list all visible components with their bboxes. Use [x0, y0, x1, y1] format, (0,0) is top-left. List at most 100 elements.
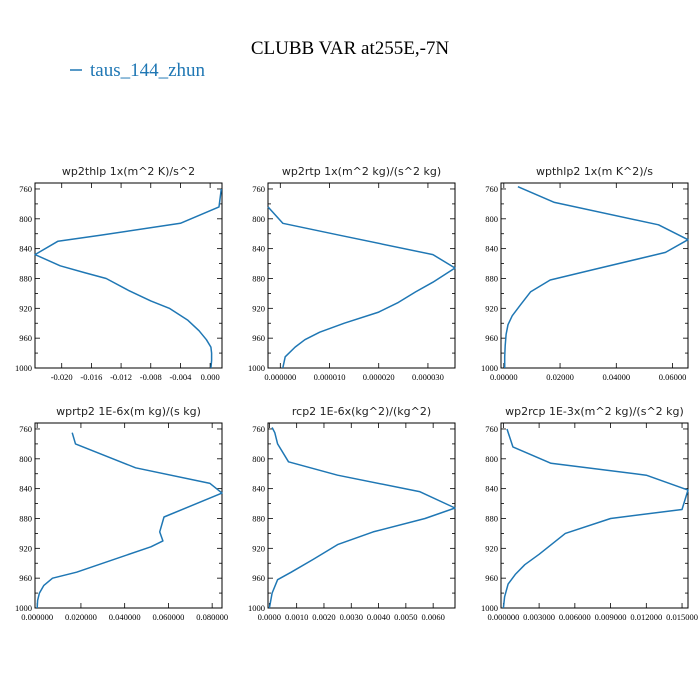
- y-tick-label: 960: [252, 333, 265, 343]
- y-tick-label: 960: [485, 573, 498, 583]
- x-tick-label: -0.012: [110, 372, 132, 382]
- y-tick-label: 800: [252, 214, 265, 224]
- figure-title: CLUBB VAR at255E,-7N: [251, 38, 450, 59]
- y-tick-label: 920: [485, 303, 498, 313]
- subplot-3: wpthlp2 1x(m K^2)/s 760 800 840 880 920 960 100…: [481, 165, 689, 382]
- y-tick-label: 920: [485, 543, 498, 553]
- x-tick-label: 0.020000: [65, 612, 97, 622]
- x-tick-label: 0.0060: [421, 612, 444, 622]
- y-tick-label: 840: [19, 484, 32, 494]
- x-tick-label: 0.04000: [602, 372, 630, 382]
- subplot-6: wp2rcp 1E-3x(m^2 kg)/(s^2 kg) 760 800 840 88…: [481, 405, 698, 622]
- x-tick-label: 0.0030: [340, 612, 363, 622]
- y-tick-label: 880: [485, 513, 498, 523]
- x-tick-label: 0.000: [201, 372, 220, 382]
- x-tick-label: 0.02000: [546, 372, 574, 382]
- y-tick-label: 920: [252, 543, 265, 553]
- x-tick-label: 0.0040: [367, 612, 390, 622]
- legend: taus_144_zhun: [70, 60, 206, 81]
- plot-frame: [34, 422, 223, 609]
- y-tick-label: 960: [252, 573, 265, 583]
- y-tick-label: 960: [485, 333, 498, 343]
- plot-frame: [267, 182, 456, 369]
- series-line: [36, 432, 223, 609]
- y-tick-label: 800: [19, 454, 32, 464]
- x-tick-label: -0.008: [140, 372, 162, 382]
- series-line: [503, 186, 689, 368]
- y-tick-label: 1000: [481, 363, 498, 373]
- series-line: [502, 428, 689, 609]
- y-tick-label: 1000: [248, 603, 265, 613]
- y-tick-label: 960: [19, 573, 32, 583]
- legend-label: taus_144_zhun: [90, 60, 206, 81]
- x-tick-label: 0.080000: [196, 612, 228, 622]
- x-tick-label: 0.009000: [595, 612, 627, 622]
- subplot-2: wp2rtp 1x(m^2 kg)/(s^2 kg) 760 800 840 880 92…: [248, 165, 456, 382]
- subplot-title: wpthlp2 1x(m K^2)/s: [536, 165, 653, 178]
- x-tick-label: -0.004: [169, 372, 192, 382]
- plot-frame: [500, 182, 689, 369]
- y-tick-label: 1000: [481, 603, 498, 613]
- x-tick-label: 0.000000: [264, 372, 296, 382]
- y-tick-label: 760: [252, 424, 265, 434]
- y-tick-label: 800: [252, 454, 265, 464]
- y-tick-label: 920: [19, 543, 32, 553]
- subplot-1: wp2thlp 1x(m^2 K)/s^2 760 800 840 880 920 960 1…: [15, 165, 223, 382]
- series-line: [267, 206, 456, 369]
- x-tick-label: 0.060000: [152, 612, 184, 622]
- x-tick-label: 0.000010: [314, 372, 346, 382]
- y-tick-label: 1000: [248, 363, 265, 373]
- y-tick-label: 840: [252, 244, 265, 254]
- y-tick-label: 880: [19, 513, 32, 523]
- y-tick-label: 760: [485, 424, 498, 434]
- y-tick-label: 760: [19, 184, 32, 194]
- y-tick-label: 760: [252, 184, 265, 194]
- subplot-4: wprtp2 1E-6x(m kg)/(s kg) 760 800 840 880 920…: [15, 405, 228, 622]
- x-tick-label: 0.015000: [666, 612, 698, 622]
- x-tick-label: 0.00000: [490, 372, 518, 382]
- x-tick-label: 0.006000: [559, 612, 591, 622]
- y-tick-label: 800: [485, 214, 498, 224]
- y-tick-label: 920: [252, 303, 265, 313]
- subplot-grid: wp2thlp 1x(m^2 K)/s^2 760 800 840 880 920 960 1…: [15, 165, 698, 622]
- x-tick-label: 0.000000: [21, 612, 53, 622]
- plot-frame: [267, 422, 456, 609]
- x-tick-label: 0.0000: [258, 612, 281, 622]
- y-tick-label: 880: [252, 273, 265, 283]
- plot-frame: [34, 182, 223, 369]
- y-tick-label: 880: [485, 273, 498, 283]
- x-tick-label: 0.06000: [659, 372, 687, 382]
- y-tick-label: 1000: [15, 603, 32, 613]
- x-tick-label: -0.016: [80, 372, 102, 382]
- y-tick-label: 840: [485, 484, 498, 494]
- y-tick-label: 920: [19, 303, 32, 313]
- series-line: [34, 188, 223, 369]
- subplot-title: wp2thlp 1x(m^2 K)/s^2: [62, 165, 195, 178]
- y-tick-label: 960: [19, 333, 32, 343]
- y-tick-label: 880: [19, 273, 32, 283]
- x-tick-label: 0.0010: [285, 612, 308, 622]
- y-tick-label: 800: [485, 454, 498, 464]
- plot-frame: [500, 422, 689, 609]
- subplot-title: wp2rcp 1E-3x(m^2 kg)/(s^2 kg): [505, 405, 684, 418]
- x-tick-label: 0.000030: [412, 372, 444, 382]
- subplot-title: rcp2 1E-6x(kg^2)/(kg^2): [292, 405, 431, 418]
- x-tick-label: 0.000020: [363, 372, 395, 382]
- y-tick-label: 760: [485, 184, 498, 194]
- subplot-5: rcp2 1E-6x(kg^2)/(kg^2) 760 800 840 880 920 96…: [248, 405, 456, 622]
- subplot-title: wprtp2 1E-6x(m kg)/(s kg): [56, 405, 201, 418]
- x-tick-label: 0.000000: [487, 612, 519, 622]
- x-tick-label: 0.0020: [312, 612, 335, 622]
- x-tick-label: -0.020: [51, 372, 73, 382]
- y-tick-label: 800: [19, 214, 32, 224]
- x-tick-label: 0.012000: [630, 612, 662, 622]
- y-tick-label: 880: [252, 513, 265, 523]
- series-line: [268, 427, 456, 609]
- y-tick-label: 840: [19, 244, 32, 254]
- subplot-title: wp2rtp 1x(m^2 kg)/(s^2 kg): [282, 165, 441, 178]
- y-tick-label: 840: [485, 244, 498, 254]
- x-tick-label: 0.0050: [394, 612, 417, 622]
- x-tick-label: 0.003000: [523, 612, 555, 622]
